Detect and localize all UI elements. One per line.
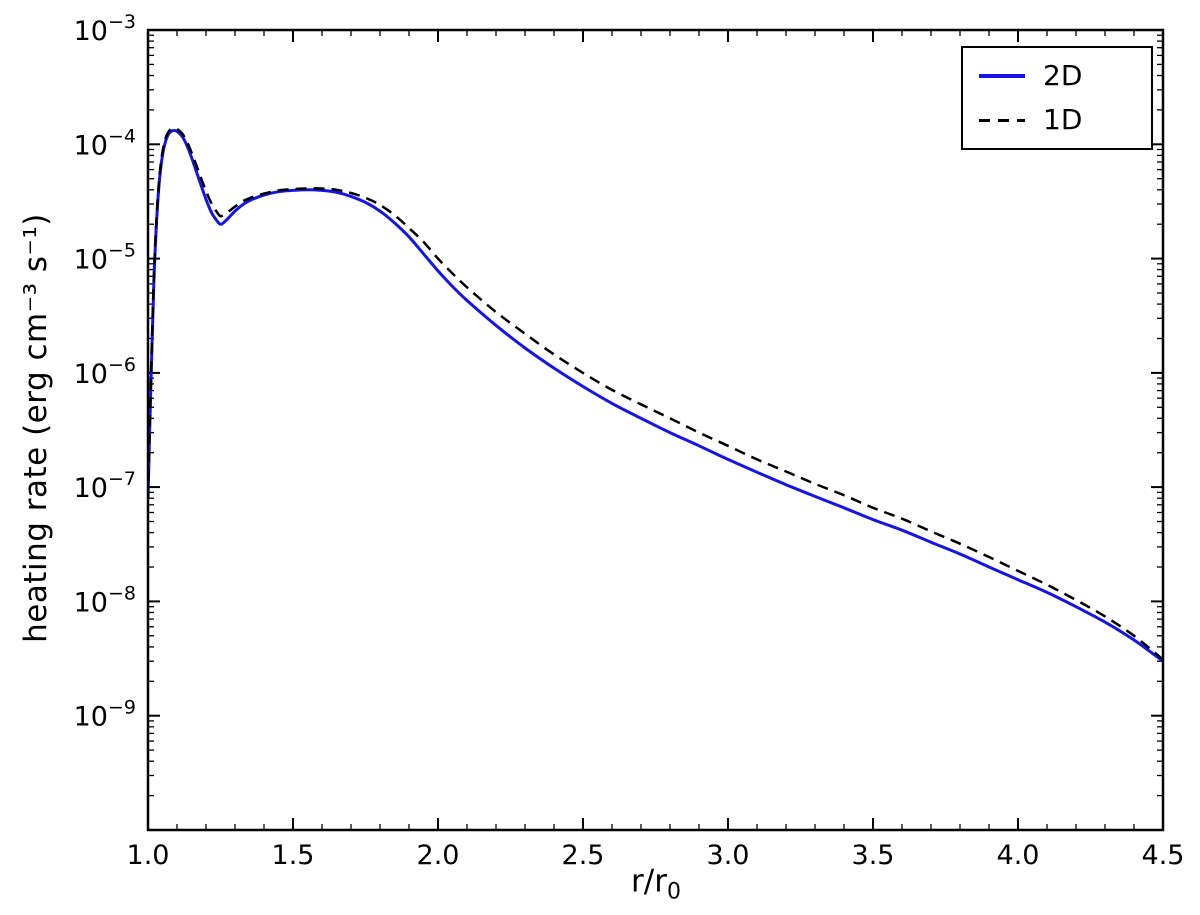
curve-1d (148, 127, 1163, 661)
legend: 2D 1D (961, 46, 1153, 150)
y-tick-label: 10−4 (74, 125, 136, 161)
x-tick-label: 3.5 (852, 840, 895, 871)
x-tick-label: 3.0 (707, 840, 750, 871)
y-tick-label: 10−7 (74, 468, 136, 504)
legend-line-sample-2d (979, 74, 1025, 78)
x-tick-label: 4.0 (997, 840, 1040, 871)
y-tick-label: 10−3 (74, 11, 136, 47)
tick-labels: 1.0 1.5 2.0 2.5 3.0 3.5 4.0 4.5 10−3 10−4 10−5 10−6… (74, 11, 1185, 871)
y-tick-label: 10−9 (74, 697, 136, 733)
legend-label-1d: 1D (1043, 103, 1083, 136)
x-tick-label: 2.5 (562, 840, 605, 871)
legend-item-2d: 2D (979, 61, 1135, 91)
y-tick-label: 10−8 (74, 582, 136, 618)
legend-line-sample-1d (979, 118, 1025, 122)
x-axis-label: r/r0 (631, 863, 681, 904)
curve-2d (148, 128, 1163, 663)
x-tick-label: 4.5 (1142, 840, 1185, 871)
plot-frame (146, 28, 1165, 832)
axis-ticks (147, 29, 1164, 830)
x-axis-label-main: r/r (631, 863, 667, 900)
x-tick-label: 1.5 (272, 840, 315, 871)
y-tick-label: 10−5 (74, 240, 136, 276)
legend-label-2d: 2D (1043, 59, 1083, 92)
legend-item-1d: 1D (979, 105, 1135, 135)
x-tick-label: 1.0 (127, 840, 170, 871)
x-axis-label-sub: 0 (666, 879, 681, 905)
y-axis-label: heating rate (erg cm⁻³ s⁻¹) (18, 213, 54, 643)
x-tick-label: 2.0 (417, 840, 460, 871)
y-tick-label: 10−6 (74, 354, 136, 390)
curves (148, 127, 1163, 663)
